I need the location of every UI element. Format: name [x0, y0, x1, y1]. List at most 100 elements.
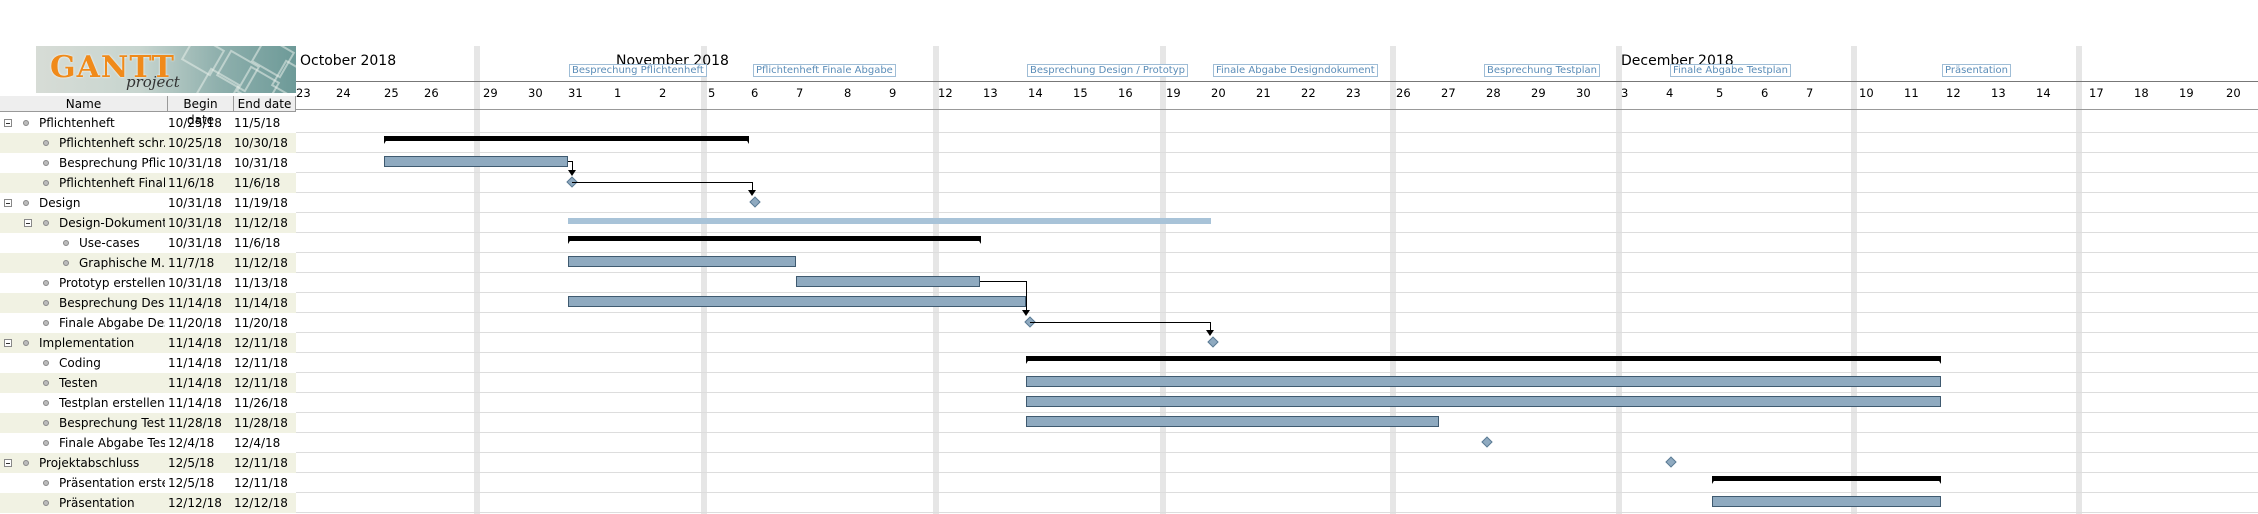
- task-row[interactable]: Testen 11/14/18 12/11/18: [0, 373, 296, 393]
- task-end-date: 12/11/18: [234, 376, 288, 390]
- task-bar[interactable]: [568, 296, 1026, 307]
- timeline-day-label: 18: [2134, 86, 2149, 100]
- milestone-diamond[interactable]: [1481, 436, 1493, 448]
- task-name: Pflichtenheft: [39, 116, 115, 130]
- task-bullet-icon: [63, 260, 69, 266]
- timeline-day-label: 8: [844, 86, 852, 100]
- task-row[interactable]: Use-cases 10/31/18 11/6/18: [0, 233, 296, 253]
- timeline-day-label: 29: [483, 86, 498, 100]
- task-bullet-icon: [43, 480, 49, 486]
- task-bar[interactable]: [1026, 376, 1941, 387]
- summary-bar-design-dokument[interactable]: [568, 236, 981, 244]
- task-end-date: 11/26/18: [234, 396, 288, 410]
- task-name: Use-cases: [79, 236, 140, 250]
- milestone-flag-label[interactable]: Finale Abgabe Testplan: [1670, 64, 1792, 77]
- milestone-diamond[interactable]: [1665, 456, 1677, 468]
- task-bar[interactable]: [568, 256, 796, 267]
- task-begin-date: 11/14/18: [168, 296, 222, 310]
- timeline-day-label: 19: [2179, 86, 2194, 100]
- task-name: Coding: [59, 356, 101, 370]
- task-row[interactable]: Implementation 11/14/18 12/11/18: [0, 333, 296, 353]
- milestone-flag-label[interactable]: Finale Abgabe Designdokument: [1213, 64, 1378, 77]
- task-name: Präsentation: [59, 496, 135, 510]
- logo-subtitle: project: [126, 73, 180, 91]
- task-bullet-icon: [43, 320, 49, 326]
- task-end-date: 10/31/18: [234, 156, 288, 170]
- task-row[interactable]: Projektabschluss 12/5/18 12/11/18: [0, 453, 296, 473]
- task-end-date: 12/11/18: [234, 356, 288, 370]
- weekend-column: [1851, 46, 1857, 514]
- task-bullet-icon: [43, 420, 49, 426]
- milestone-diamond[interactable]: [749, 196, 761, 208]
- collapse-toggle-icon[interactable]: [4, 119, 12, 127]
- gantt-chart[interactable]: October 2018 November 2018 December 2018…: [296, 46, 2258, 514]
- task-end-date: 11/6/18: [234, 236, 281, 250]
- task-row[interactable]: Präsentation erstel...12/5/18 12/11/18: [0, 473, 296, 493]
- task-begin-date: 12/5/18: [168, 476, 215, 490]
- task-bar[interactable]: [1026, 396, 1941, 407]
- milestone-flag-label[interactable]: Besprechung Design / Prototyp: [1027, 64, 1188, 77]
- timeline-day-label: 6: [1761, 86, 1769, 100]
- task-row[interactable]: Coding 11/14/18 12/11/18: [0, 353, 296, 373]
- task-bar[interactable]: [1026, 416, 1439, 427]
- row-gridline: [296, 132, 2258, 133]
- task-name: Besprechung Test...: [59, 416, 165, 430]
- task-row[interactable]: Prototyp erstellen 10/31/18 11/13/18: [0, 273, 296, 293]
- collapse-toggle-icon[interactable]: [24, 219, 32, 227]
- task-bullet-icon: [43, 140, 49, 146]
- timeline-day-label: 23: [1346, 86, 1361, 100]
- task-end-date: 12/11/18: [234, 456, 288, 470]
- task-end-date: 11/5/18: [234, 116, 281, 130]
- column-header-begin-date[interactable]: Begin date: [168, 96, 234, 127]
- timeline-day-label: 27: [1441, 86, 1456, 100]
- timeline-day-label: 4: [1666, 86, 1674, 100]
- task-bar-design[interactable]: [568, 218, 1211, 224]
- task-bar[interactable]: [796, 276, 980, 287]
- task-begin-date: 12/4/18: [168, 436, 215, 450]
- summary-bar-pflichtenheft[interactable]: [384, 136, 749, 144]
- timeline-day-label: 2: [659, 86, 667, 100]
- column-header-end-date[interactable]: End date: [234, 96, 296, 112]
- task-begin-date: 11/6/18: [168, 176, 215, 190]
- task-bullet-icon: [43, 280, 49, 286]
- task-row[interactable]: Design 10/31/18 11/19/18: [0, 193, 296, 213]
- milestone-flag-label[interactable]: Besprechung Testplan: [1484, 64, 1600, 77]
- collapse-toggle-icon[interactable]: [4, 199, 12, 207]
- task-end-date: 11/12/18: [234, 256, 288, 270]
- collapse-toggle-icon[interactable]: [4, 459, 12, 467]
- milestone-flag-label[interactable]: Besprechung Pflichtenheft: [569, 64, 707, 77]
- timeline-day-label: 19: [1166, 86, 1181, 100]
- milestone-flag-label[interactable]: Pflichtenheft Finale Abgabe: [753, 64, 896, 77]
- task-row[interactable]: Testplan erstellen 11/14/18 11/26/18: [0, 393, 296, 413]
- task-bar[interactable]: [1712, 496, 1941, 507]
- summary-bar-projektabschluss[interactable]: [1712, 476, 1941, 484]
- task-row[interactable]: Pflichtenheft schr... 10/25/18 10/30/18: [0, 133, 296, 153]
- task-row[interactable]: Besprechung Test... 11/28/18 11/28/18: [0, 413, 296, 433]
- task-row[interactable]: Pflichtenheft 10/25/18 11/5/18: [0, 113, 296, 133]
- task-end-date: 11/12/18: [234, 216, 288, 230]
- task-bar[interactable]: [384, 156, 568, 167]
- row-gridline: [296, 152, 2258, 153]
- row-gridline: [296, 212, 2258, 213]
- row-gridline: [296, 172, 2258, 173]
- milestone-flag-label[interactable]: Präsentation: [1942, 64, 2011, 77]
- task-row[interactable]: Präsentation 12/12/18 12/12/18: [0, 493, 296, 513]
- weekend-column: [1160, 46, 1166, 514]
- column-header-name[interactable]: Name: [0, 96, 168, 112]
- collapse-toggle-icon[interactable]: [4, 339, 12, 347]
- summary-bar-implementation[interactable]: [1026, 356, 1941, 364]
- task-row[interactable]: Graphische M... 11/7/18 11/12/18: [0, 253, 296, 273]
- task-row[interactable]: Design-Dokument 10/31/18 11/12/18: [0, 213, 296, 233]
- task-name: Präsentation erstel...: [59, 476, 165, 490]
- timeline-day-label: 12: [938, 86, 953, 100]
- milestone-diamond[interactable]: [1207, 336, 1219, 348]
- timeline-day-label: 11: [1904, 86, 1919, 100]
- row-gridline: [296, 432, 2258, 433]
- task-begin-date: 10/25/18: [168, 136, 222, 150]
- task-begin-date: 11/14/18: [168, 376, 222, 390]
